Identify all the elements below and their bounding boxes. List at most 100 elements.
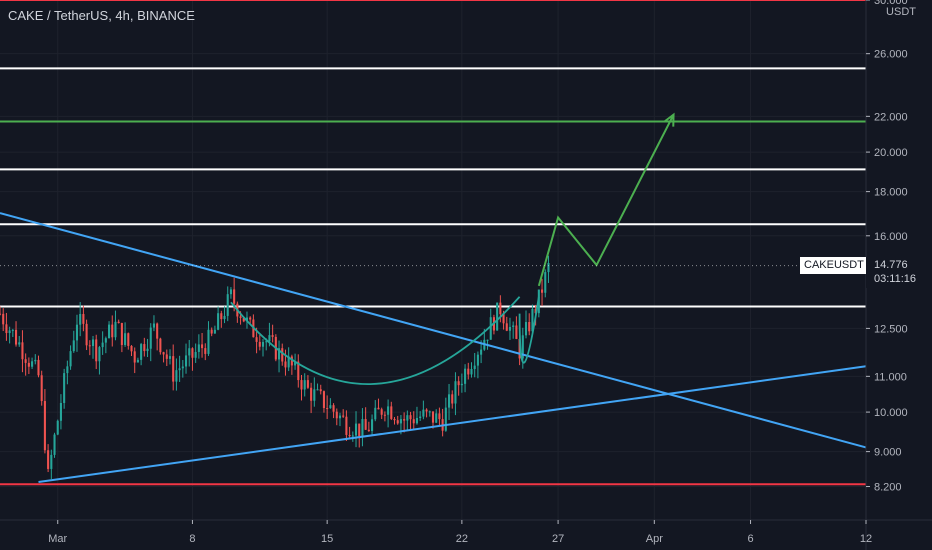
- candle-body: [211, 330, 213, 334]
- candle-body: [499, 303, 501, 315]
- candle-body: [111, 325, 113, 338]
- candle-body: [188, 348, 190, 355]
- candle-body: [342, 416, 344, 417]
- candle-body: [490, 317, 492, 340]
- candle-body: [0, 314, 1, 315]
- candle-body: [86, 324, 88, 345]
- candle-body: [544, 272, 546, 293]
- candle-body: [118, 322, 120, 323]
- candle-body: [349, 435, 351, 436]
- y-tick-label: 22.000: [874, 111, 908, 123]
- candle-body: [464, 369, 466, 384]
- candle-body: [57, 421, 59, 435]
- candle-body: [474, 366, 476, 369]
- y-tick-label: 12.500: [874, 323, 908, 335]
- candle-body: [268, 335, 270, 341]
- y-tick-label: 9.000: [874, 447, 902, 459]
- candle-body: [451, 394, 453, 403]
- candle-body: [37, 360, 39, 375]
- trendline: [38, 366, 866, 482]
- y-tick-label: 11.000: [874, 371, 907, 383]
- candle-body: [547, 263, 549, 272]
- candle-body: [204, 348, 206, 354]
- candle-body: [486, 340, 488, 341]
- candle-body: [509, 327, 511, 331]
- x-tick-label: 12: [860, 533, 872, 545]
- candle-body: [413, 419, 415, 423]
- candle-body: [124, 333, 126, 345]
- grid: [0, 0, 866, 520]
- candle-body: [262, 342, 264, 347]
- candle-body: [9, 330, 11, 333]
- candle-body: [249, 318, 251, 320]
- chart-title: CAKE / TetherUS, 4h, BINANCE: [8, 8, 195, 23]
- candle-body: [406, 415, 408, 420]
- candle-body: [95, 339, 97, 361]
- candle-body: [313, 389, 315, 400]
- candle-body: [146, 349, 148, 351]
- candle-body: [432, 411, 434, 422]
- candle-body: [44, 401, 46, 450]
- candle-body: [377, 408, 379, 409]
- bar-countdown: 03:11:16: [874, 272, 932, 286]
- candle-body: [82, 314, 84, 324]
- candle-body: [41, 375, 43, 401]
- projection-arrow: [539, 115, 674, 286]
- y-tick-label: 20.000: [874, 147, 908, 159]
- last-price-box: 14.776 03:11:16: [866, 257, 932, 288]
- candle-body: [159, 339, 161, 353]
- candle-body: [304, 380, 306, 389]
- candle-body: [326, 408, 328, 409]
- x-tick-label: 27: [552, 533, 564, 545]
- candle-body: [358, 424, 360, 437]
- candle-body: [512, 325, 514, 326]
- candle-body: [201, 344, 203, 348]
- candle-body: [191, 348, 193, 358]
- candle-body: [12, 330, 14, 331]
- symbol-label: CAKEUSDT: [804, 259, 864, 271]
- candle-body: [50, 455, 52, 469]
- x-tick-label: Mar: [48, 533, 67, 545]
- candle-body: [416, 418, 418, 423]
- candle-body: [127, 333, 129, 346]
- candle-body: [438, 413, 440, 419]
- candle-body: [166, 354, 168, 358]
- candle-body: [329, 405, 331, 408]
- candle-body: [480, 350, 482, 355]
- candle-body: [105, 338, 107, 342]
- candle-body: [108, 325, 110, 339]
- candle-body: [21, 342, 23, 359]
- candle-body: [515, 325, 517, 338]
- candle-body: [352, 435, 354, 436]
- candle-body: [339, 416, 341, 419]
- candle-body: [134, 351, 136, 362]
- candle-body: [28, 363, 30, 367]
- candle-body: [156, 324, 158, 339]
- cup-and-handle-pattern: [231, 297, 539, 384]
- candle-body: [403, 419, 405, 420]
- candle-body: [150, 328, 152, 349]
- candle-body: [18, 342, 20, 344]
- candle-body: [98, 347, 100, 361]
- candle-body: [429, 411, 431, 412]
- candle-body: [345, 417, 347, 435]
- candle-body: [371, 419, 373, 431]
- candle-body: [2, 314, 4, 324]
- candle-body: [390, 406, 392, 419]
- x-tick-label: 8: [189, 533, 195, 545]
- candle-body: [310, 388, 312, 401]
- candle-body: [31, 361, 33, 366]
- candle-body: [426, 410, 428, 412]
- candle-body: [316, 389, 318, 390]
- candle-body: [284, 361, 286, 367]
- candle-body: [525, 322, 527, 335]
- candle-body: [15, 330, 17, 345]
- candle-body: [384, 415, 386, 416]
- candle-body: [47, 450, 49, 469]
- x-tick-label: Apr: [646, 533, 663, 545]
- candle-body: [73, 340, 75, 351]
- candle-body: [198, 344, 200, 352]
- candle-body: [541, 290, 543, 293]
